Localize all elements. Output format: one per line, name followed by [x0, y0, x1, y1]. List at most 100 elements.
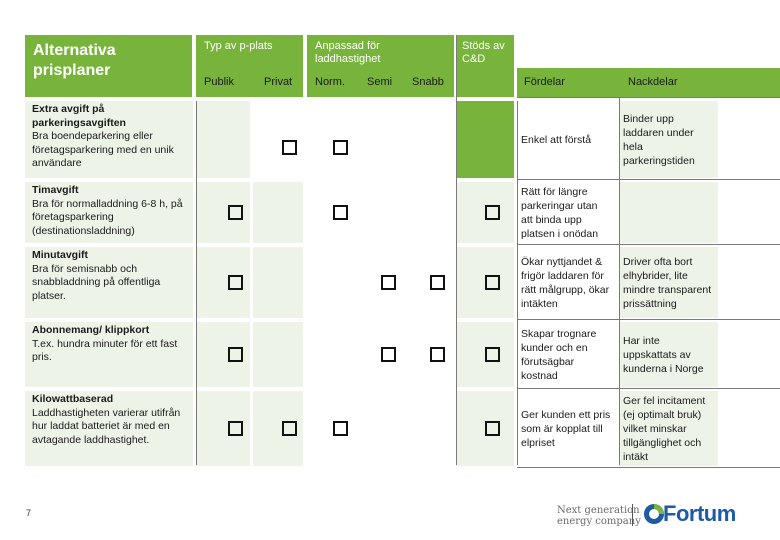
checkbox-icon [333, 140, 348, 155]
nackdelar-text: Driver ofta bort elhybrider, lite mindre… [623, 255, 712, 310]
cell-privat [253, 182, 303, 243]
fordelar-text: Skapar trognare kunder och en förutsägba… [521, 327, 597, 382]
page-title: Alternativa prisplaner [33, 42, 116, 79]
row-label-cell [25, 101, 193, 178]
fortum-logo-text: Fortum [663, 501, 736, 526]
tagline-line-1: Next generation [557, 505, 640, 516]
column-divider [619, 97, 620, 465]
row-label-cell [25, 391, 193, 466]
fordelar-cell: Ökar nyttjandet & frigör laddaren för rä… [517, 247, 615, 318]
row-label: Kilowattbaserad Laddhastigheten varierar … [25, 391, 193, 466]
row-name: Minutavgift [32, 249, 88, 261]
title-cell [25, 35, 192, 97]
header-typ-cell [196, 35, 303, 97]
header-publik: Publik [204, 76, 234, 88]
header-norm: Norm. [315, 76, 345, 88]
row-description: Bra boendeparkering eller företagsparker… [32, 130, 174, 169]
checkbox-icon [381, 275, 396, 290]
fordelar-cell: Rätt för längre parkeringar utan att bin… [517, 182, 615, 243]
row-label-cell [25, 322, 193, 387]
fordelar-text: Ökar nyttjandet & frigör laddaren för rä… [521, 255, 610, 310]
page-number: 7 [26, 508, 32, 518]
cell-norm [307, 101, 355, 178]
row-name: Extra avgift på parkeringsavgiften [32, 103, 126, 129]
header-fordelar: Fördelar [524, 76, 565, 88]
header-stods-cell [456, 35, 514, 97]
row-description: T.ex. hundra minuter för ett fast pris. [32, 337, 178, 364]
row-divider [517, 244, 780, 245]
checkbox-icon [485, 275, 500, 290]
cell-privat [253, 101, 303, 178]
cell-privat [253, 247, 303, 318]
row-name: Timavgift [32, 184, 79, 196]
header-anpassad: Anpassad för laddhastighet [315, 40, 381, 65]
checkbox-icon [485, 347, 500, 362]
cell-snabb [407, 101, 454, 178]
checkbox-icon [485, 421, 500, 436]
column-divider [517, 101, 518, 465]
row-label-cell [25, 247, 193, 318]
row-label: Timavgift Bra för normalladdning 6-8 h, p… [25, 182, 193, 243]
row-description: Bra för normalladdning 6-8 h, på företag… [32, 197, 183, 237]
row-label: Extra avgift på parkeringsavgiften Bra bo… [25, 101, 193, 178]
checkbox-icon [333, 421, 348, 436]
header-snabb: Snabb [412, 76, 444, 88]
fordelar-cell: Ger kunden ett pris som är kopplat till … [517, 391, 615, 466]
row-divider [517, 319, 780, 320]
fordelar-cell: Skapar trognare kunder och en förutsägba… [517, 322, 615, 387]
checkbox-icon [381, 347, 396, 362]
nackdelar-cell: Driver ofta bort elhybrider, lite mindre… [619, 247, 718, 318]
row-name: Kilowattbaserad [32, 393, 114, 405]
checkbox-icon [228, 421, 243, 436]
column-divider [196, 101, 197, 465]
row-divider [517, 388, 780, 389]
cell-norm [307, 247, 355, 318]
nackdelar-cell [619, 182, 718, 243]
fordelar-text: Ger kunden ett pris som är kopplat till … [521, 408, 611, 449]
fortum-logo-icon [643, 502, 665, 531]
cell-privat [253, 322, 303, 387]
row-label: Minutavgift Bra för semisnabb och snabbla… [25, 247, 193, 318]
cell-privat [253, 391, 303, 466]
tagline: Next generation energy company [557, 505, 641, 527]
row-description: Laddhastigheten varierar utifrån hur lad… [32, 406, 181, 446]
nackdelar-text: Ger fel incitament (ej optimalt bruk) vi… [623, 394, 706, 463]
cell-snabb [407, 391, 454, 466]
header-semi: Semi [367, 76, 393, 88]
footer-divider [632, 504, 633, 526]
checkbox-icon [228, 205, 243, 220]
checkbox-icon [228, 275, 243, 290]
checkbox-icon [485, 205, 500, 220]
checkbox-icon [333, 205, 348, 220]
nackdelar-text: Har inte uppskattats av kunderna i Norge [623, 334, 704, 375]
cell-semi [357, 182, 405, 243]
row-description: Bra för semisnabb och snabbladdning på o… [32, 262, 161, 302]
header-anpassad-cell [307, 35, 454, 97]
nackdelar-cell: Ger fel incitament (ej optimalt bruk) vi… [619, 391, 718, 466]
checkbox-icon [282, 421, 297, 436]
header-fordelar-cell [517, 68, 780, 97]
checkbox-icon [282, 140, 297, 155]
row-name: Abonnemang/ klippkort [32, 324, 150, 336]
cell-snabb [407, 182, 454, 243]
row-divider [517, 467, 780, 468]
header-privat: Privat [264, 76, 293, 88]
tagline-line-2: energy company [557, 516, 641, 527]
cell-norm [307, 322, 355, 387]
fordelar-cell: Enkel att förstå [517, 101, 615, 178]
nackdelar-text: Binder upp laddaren under hela parkering… [623, 112, 695, 167]
checkbox-icon [430, 347, 445, 362]
header-nackdelar: Nackdelar [628, 76, 678, 88]
header-divider [517, 97, 780, 98]
row-label-cell [25, 182, 193, 243]
nackdelar-cell: Binder upp laddaren under hela parkering… [619, 101, 718, 178]
checkbox-icon [430, 275, 445, 290]
nackdelar-cell: Har inte uppskattats av kunderna i Norge [619, 322, 718, 387]
cell-semi [357, 391, 405, 466]
cell-semi [357, 101, 405, 178]
fordelar-text: Enkel att förstå [521, 133, 592, 146]
checkbox-icon [228, 347, 243, 362]
column-divider [456, 35, 457, 465]
cell-stods [456, 101, 514, 178]
fordelar-text: Rätt för längre parkeringar utan att bin… [521, 185, 599, 240]
